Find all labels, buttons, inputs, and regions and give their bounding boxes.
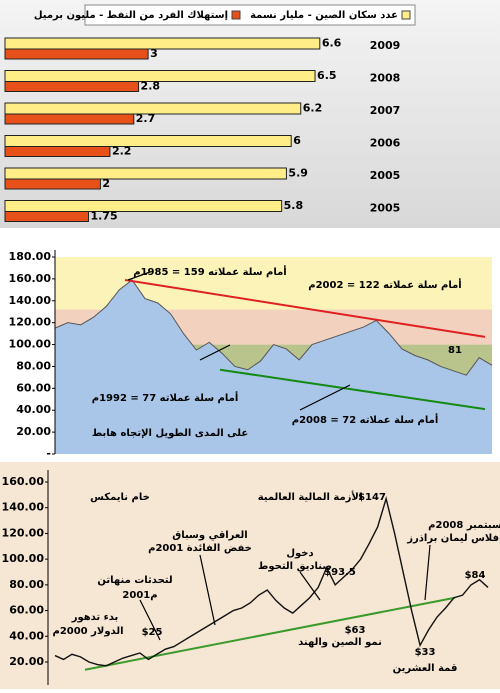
- year-label: 2006: [370, 137, 401, 150]
- bar: [4, 146, 111, 157]
- y-tick-label: 40.00: [16, 403, 51, 416]
- year-label: 2007: [370, 104, 401, 117]
- arrow: [299, 571, 321, 601]
- y-tick-label: 160.00: [9, 272, 52, 285]
- annotation: $84: [465, 570, 486, 581]
- trend-line: [219, 368, 486, 411]
- bar: [4, 102, 302, 115]
- annotation: أمام سلة عملاته 159 = 1985م: [133, 265, 286, 278]
- annotation: $93.5: [324, 567, 356, 578]
- annotation: قمة العشرين: [393, 663, 458, 674]
- legend-swatch: [401, 10, 411, 20]
- annotation: الدولار 2000م: [52, 626, 123, 637]
- bar: [4, 70, 316, 82]
- arrow: [127, 271, 151, 281]
- y-tick-label: 60.00: [9, 604, 44, 617]
- arrow: [299, 384, 351, 411]
- annotation: على المدى الطويل الإتجاه هابط: [92, 428, 248, 439]
- value-label: 1.75: [90, 210, 117, 223]
- legend-label: عدد سكان الصين - مليار نسمة: [250, 10, 398, 21]
- annotation: خفض الفائدة 2001م: [148, 543, 252, 554]
- value-label: 5.9: [288, 167, 308, 180]
- y-tick-label: 140.00: [9, 294, 52, 307]
- legend-label: إستهلاك الفرد من النفط - مليون برميل: [34, 10, 228, 21]
- value-label: 6.2: [303, 102, 323, 115]
- value-label: 2.7: [136, 112, 156, 125]
- value-label: 3: [150, 47, 158, 60]
- y-tick-label: 80.00: [9, 578, 44, 591]
- y-tick-label: 120.00: [9, 316, 52, 329]
- annotation: 81: [448, 345, 462, 356]
- annotation: $33: [415, 647, 436, 658]
- annotation: $147: [358, 492, 386, 503]
- annotation: لتحدثات منهاتن: [97, 575, 172, 586]
- annotation: سبتمبر 2008م: [428, 520, 500, 531]
- y-tick-label: 40.00: [9, 629, 44, 642]
- annotation: وإفلاس ليمان براذرز: [406, 533, 500, 544]
- bar: [4, 167, 287, 180]
- year-label: 2005: [370, 202, 401, 215]
- annotation: نمو الصين والهند: [298, 637, 382, 648]
- y-tick-label: 180.00: [9, 250, 52, 263]
- area-edge: [54, 279, 493, 376]
- annotation: $25: [142, 627, 163, 638]
- annotation: أمام سلة عملاته 77 = 1992م: [92, 391, 239, 404]
- legend-box: [84, 4, 416, 26]
- y-tick-label: 100.00: [9, 338, 52, 351]
- bar: [4, 200, 283, 212]
- bar: [4, 178, 101, 190]
- bar: [4, 135, 292, 147]
- year-label: 2005: [370, 169, 401, 182]
- arrow: [199, 554, 216, 626]
- year-label: 2009: [370, 39, 401, 52]
- value-label: 6: [293, 134, 301, 147]
- legend-swatch: [231, 10, 241, 20]
- value-label: 2: [102, 177, 110, 190]
- annotation: صناديق التحوط: [258, 561, 332, 572]
- arrow: [199, 344, 231, 361]
- y-tick-label: 120.00: [2, 526, 45, 539]
- y-tick-label: 20.00: [9, 655, 44, 668]
- annotation: أمام سلة عملاته 122 = 2002م: [308, 278, 461, 291]
- value-label: 5.8: [284, 199, 304, 212]
- annotation: بدء تدهور: [71, 612, 119, 623]
- y-tick-label: 60.00: [16, 381, 51, 394]
- bar: [4, 113, 135, 125]
- trend-line: [124, 278, 486, 338]
- y-tick-label: 140.00: [2, 501, 45, 514]
- y-tick-label: 20.00: [16, 425, 51, 438]
- y-tick-label: 160.00: [2, 475, 45, 488]
- y-tick-label: -: [46, 447, 51, 460]
- bar: [4, 81, 140, 92]
- annotation: العراقي وسباق: [172, 530, 247, 541]
- arrow: [139, 599, 161, 641]
- value-label: 2.2: [112, 145, 132, 158]
- annotation: $63: [345, 625, 366, 636]
- bar: [4, 48, 149, 60]
- panel-3: [0, 462, 500, 689]
- year-label: 2008: [370, 72, 401, 85]
- area: [55, 279, 492, 454]
- chart-title: خام نايمكس: [90, 492, 150, 503]
- bar: [4, 211, 89, 222]
- value-label: 6.5: [317, 69, 337, 82]
- annotation: 2001م: [122, 590, 157, 601]
- bar: [4, 37, 321, 50]
- annotation: الأزمة المالية العالمية: [258, 490, 363, 503]
- annotation: دخول: [286, 548, 313, 559]
- annotation: أمام سلة عملاته 72 = 2008م: [292, 413, 439, 426]
- value-label: 2.8: [141, 80, 161, 93]
- y-tick-label: 100.00: [2, 552, 45, 565]
- price-line: [54, 496, 489, 667]
- value-label: 6.6: [322, 37, 342, 50]
- y-tick-label: 80.00: [16, 359, 51, 372]
- arrow: [424, 544, 431, 601]
